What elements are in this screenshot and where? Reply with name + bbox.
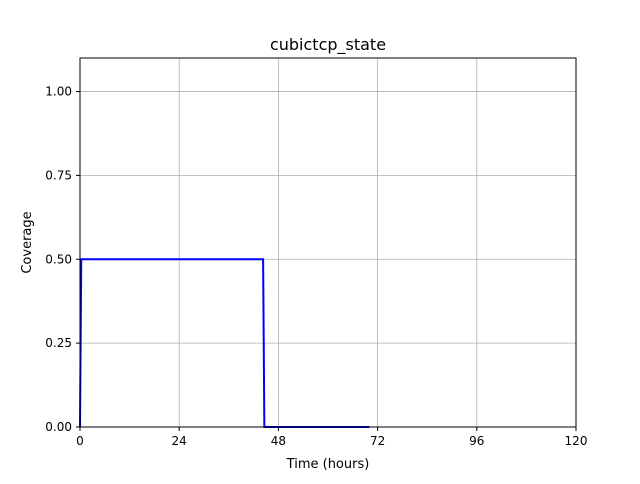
y-tick-label: 0.75	[45, 168, 72, 182]
chart-title: cubictcp_state	[270, 35, 386, 55]
x-tick-label: 0	[76, 434, 84, 448]
x-tick-label: 120	[565, 434, 588, 448]
x-tick-label: 24	[172, 434, 187, 448]
y-tick-label: 0.50	[45, 252, 72, 266]
ticks: 0 24 48 72 96 120 0.00 0.25 0.50 0.75 1.00	[45, 85, 587, 448]
y-tick-label: 0.25	[45, 336, 72, 350]
y-tick-label: 0.00	[45, 420, 72, 434]
plot-frame	[79, 57, 577, 428]
y-tick-label: 1.00	[45, 85, 72, 99]
x-tick-label: 96	[469, 434, 484, 448]
x-tick-label: 48	[271, 434, 286, 448]
y-axis-label: Coverage	[20, 211, 35, 273]
x-axis-label: Time (hours)	[286, 457, 370, 472]
x-tick-label: 72	[370, 434, 385, 448]
